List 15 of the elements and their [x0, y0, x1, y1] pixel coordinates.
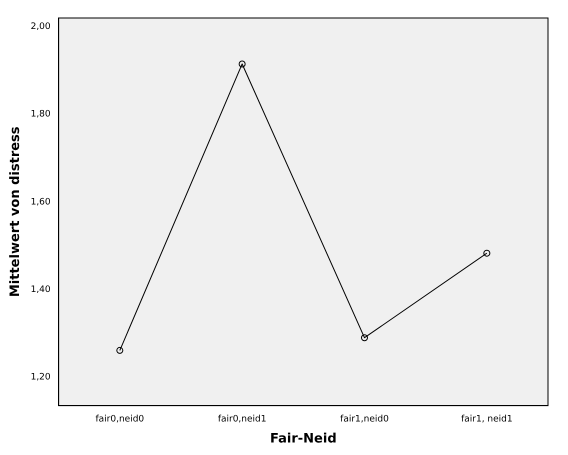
- x-tick-label: fair1,neid0: [340, 414, 390, 424]
- y-tick-label: 1,60: [30, 197, 51, 208]
- y-tick-label: 2,00: [30, 22, 51, 32]
- y-axis-title: Mittelwert von distress: [8, 126, 24, 298]
- x-tick-label: fair0,neid0: [95, 414, 144, 424]
- y-tick-label: 1,40: [30, 284, 51, 295]
- point: [116, 346, 124, 354]
- y-tick-label: 1,80: [30, 110, 51, 120]
- x-tick-label: fair1, neid1: [461, 414, 513, 424]
- x-axis-title: Fair-Neid: [270, 432, 337, 447]
- y-tick-label: 1,20: [30, 372, 51, 382]
- x-tick-label: fair0,neid1: [218, 414, 266, 424]
- point: [360, 334, 368, 342]
- point: [238, 60, 246, 68]
- point: [483, 250, 490, 257]
